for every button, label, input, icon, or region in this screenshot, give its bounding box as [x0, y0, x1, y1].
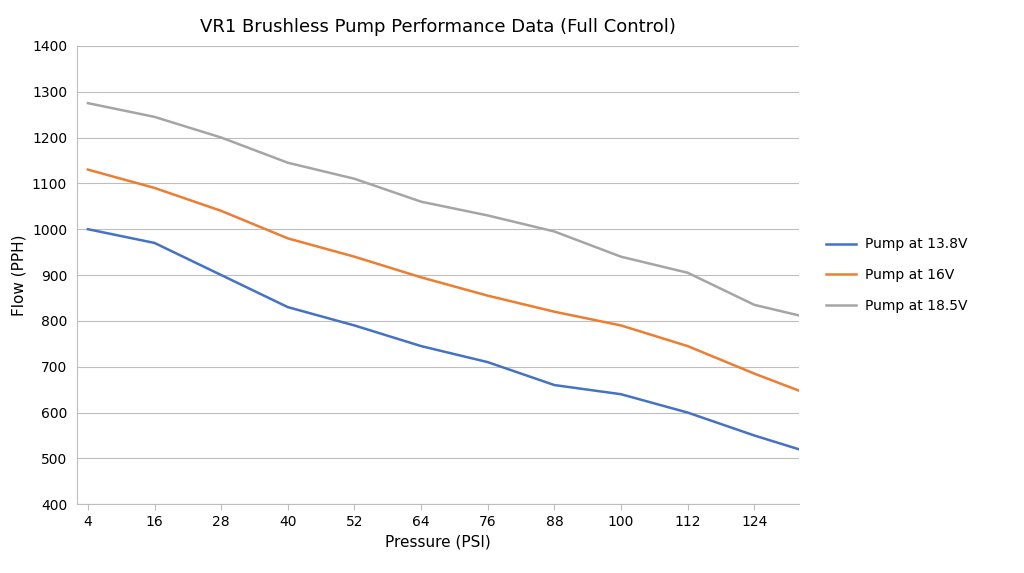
Pump at 18.5V	[793, 312, 805, 319]
Pump at 13.8V	[415, 343, 427, 350]
Pump at 13.8V	[481, 359, 494, 366]
X-axis label: Pressure (PSI): Pressure (PSI)	[385, 534, 490, 549]
Y-axis label: Flow (PPH): Flow (PPH)	[11, 234, 27, 316]
Pump at 16V	[614, 322, 627, 329]
Pump at 13.8V	[148, 240, 161, 246]
Pump at 18.5V	[614, 253, 627, 260]
Pump at 13.8V	[282, 304, 294, 311]
Pump at 13.8V	[82, 226, 94, 233]
Line: Pump at 16V: Pump at 16V	[88, 170, 799, 391]
Title: VR1 Brushless Pump Performance Data (Full Control): VR1 Brushless Pump Performance Data (Ful…	[200, 18, 676, 36]
Pump at 16V	[215, 207, 227, 214]
Pump at 16V	[148, 185, 161, 191]
Pump at 13.8V	[749, 432, 761, 439]
Pump at 13.8V	[793, 446, 805, 453]
Pump at 18.5V	[481, 212, 494, 219]
Pump at 13.8V	[215, 272, 227, 278]
Pump at 18.5V	[215, 134, 227, 141]
Line: Pump at 18.5V: Pump at 18.5V	[88, 103, 799, 315]
Pump at 18.5V	[148, 113, 161, 120]
Pump at 16V	[481, 292, 494, 299]
Pump at 16V	[548, 308, 560, 315]
Pump at 16V	[415, 274, 427, 281]
Pump at 16V	[749, 370, 761, 377]
Pump at 18.5V	[548, 228, 560, 235]
Line: Pump at 13.8V: Pump at 13.8V	[88, 229, 799, 449]
Pump at 18.5V	[415, 198, 427, 205]
Pump at 18.5V	[749, 301, 761, 308]
Pump at 18.5V	[282, 159, 294, 166]
Pump at 18.5V	[348, 175, 360, 182]
Pump at 16V	[282, 235, 294, 242]
Pump at 18.5V	[82, 100, 94, 107]
Pump at 13.8V	[682, 409, 694, 416]
Pump at 16V	[682, 343, 694, 350]
Pump at 13.8V	[548, 382, 560, 388]
Pump at 18.5V	[682, 269, 694, 276]
Pump at 13.8V	[348, 322, 360, 329]
Legend: Pump at 13.8V, Pump at 16V, Pump at 18.5V: Pump at 13.8V, Pump at 16V, Pump at 18.5…	[820, 232, 973, 318]
Pump at 16V	[793, 387, 805, 394]
Pump at 13.8V	[614, 391, 627, 398]
Pump at 16V	[348, 253, 360, 260]
Pump at 16V	[82, 166, 94, 173]
